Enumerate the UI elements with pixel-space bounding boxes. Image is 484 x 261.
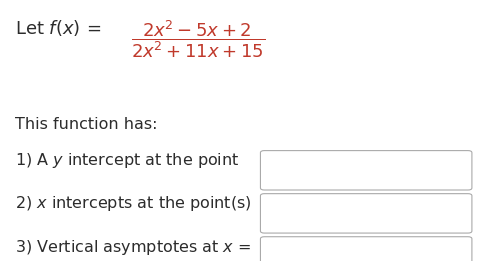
Text: 3) Vertical asymptotes at $x$ =: 3) Vertical asymptotes at $x$ = bbox=[15, 238, 250, 257]
Text: This function has:: This function has: bbox=[15, 117, 157, 132]
FancyBboxPatch shape bbox=[260, 151, 471, 190]
Text: $\dfrac{2x^2 - 5x + 2}{2x^2 + 11x + 15}$: $\dfrac{2x^2 - 5x + 2}{2x^2 + 11x + 15}$ bbox=[131, 18, 264, 60]
Text: 1) A $y$ intercept at the point: 1) A $y$ intercept at the point bbox=[15, 151, 239, 170]
Text: 2) $x$ intercepts at the point(s): 2) $x$ intercepts at the point(s) bbox=[15, 194, 251, 213]
FancyBboxPatch shape bbox=[260, 237, 471, 261]
Text: Let $f(x)\, =$: Let $f(x)\, =$ bbox=[15, 18, 101, 38]
FancyBboxPatch shape bbox=[260, 194, 471, 233]
